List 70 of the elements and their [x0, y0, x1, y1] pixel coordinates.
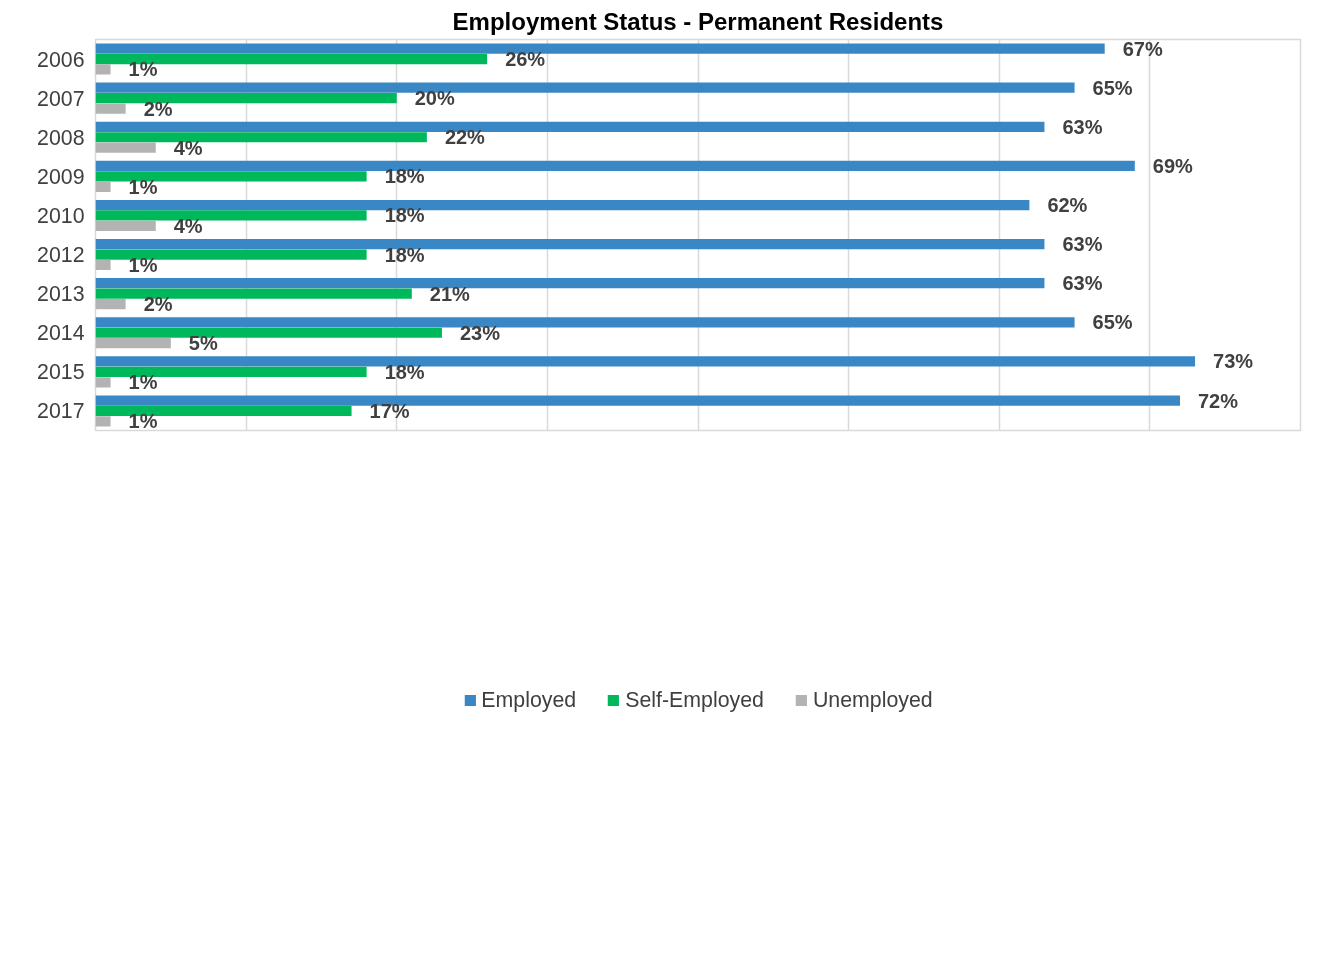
bar: [95, 220, 156, 231]
bar: [95, 416, 111, 427]
data-label: 2%: [143, 293, 173, 316]
y-tick-label: 2013: [37, 282, 85, 307]
data-label: 63%: [1062, 233, 1103, 256]
data-label: 21%: [429, 282, 471, 305]
data-label: 18%: [384, 360, 425, 383]
data-label: 69%: [1152, 154, 1194, 177]
bar: [95, 288, 412, 299]
bar: [95, 64, 111, 75]
bar: [95, 210, 367, 221]
y-tick-label: 2007: [37, 86, 85, 111]
data-label: 1%: [128, 58, 158, 81]
bar: [95, 298, 126, 310]
data-label: 18%: [384, 243, 425, 266]
bar: [95, 103, 126, 114]
legend-label: Employed: [481, 687, 577, 713]
y-tick-label: 2017: [37, 399, 85, 424]
bar: [95, 93, 397, 104]
data-label: 18%: [384, 165, 425, 188]
bar: [95, 43, 1105, 54]
bar: [95, 249, 367, 260]
data-label: 65%: [1092, 311, 1133, 334]
data-label: 67%: [1122, 37, 1163, 60]
bar: [95, 395, 1180, 406]
data-label: 2%: [143, 97, 173, 120]
y-tick-label: 2012: [37, 243, 85, 268]
y-tick-label: 2008: [37, 125, 85, 150]
data-label: 20%: [414, 87, 455, 110]
y-tick-label: 2015: [37, 360, 85, 385]
bar: [95, 259, 111, 271]
bar: [95, 356, 1196, 367]
data-label: 26%: [505, 48, 546, 71]
chart-title: Employment Status - Permanent Residents: [452, 7, 944, 35]
bar: [95, 181, 111, 192]
data-label: 72%: [1198, 389, 1239, 412]
data-label: 17%: [369, 399, 410, 422]
bar: [95, 121, 1045, 132]
bar: [95, 132, 427, 143]
legend-label: Unemployed: [812, 687, 933, 713]
data-label: 63%: [1062, 115, 1103, 138]
bar: [95, 327, 442, 338]
data-label: 65%: [1092, 76, 1133, 99]
data-label: 1%: [128, 371, 158, 394]
data-label: 73%: [1213, 350, 1254, 373]
bar: [95, 142, 156, 153]
bar: [95, 338, 171, 349]
data-label: 1%: [128, 175, 158, 198]
data-label: 1%: [128, 410, 158, 433]
data-label: 23%: [459, 321, 501, 344]
y-tick-label: 2014: [37, 321, 85, 346]
data-label: 62%: [1047, 194, 1088, 217]
bar: [95, 82, 1075, 93]
data-label: 22%: [444, 126, 486, 149]
bar: [95, 239, 1045, 250]
bar: [95, 278, 1045, 289]
legend-label: Self-Employed: [625, 687, 764, 713]
bar: [95, 317, 1075, 328]
bar: [95, 377, 111, 388]
y-tick-label: 2010: [37, 203, 85, 228]
data-label: 63%: [1062, 272, 1103, 295]
data-label: 4%: [173, 214, 203, 237]
data-label: 5%: [188, 332, 218, 355]
y-tick-label: 2009: [37, 164, 85, 189]
y-tick-label: 2006: [37, 47, 85, 72]
data-label: 1%: [128, 253, 158, 276]
data-label: 4%: [173, 136, 203, 159]
bar: [95, 366, 367, 377]
bar: [95, 171, 367, 182]
data-label: 18%: [384, 204, 425, 227]
